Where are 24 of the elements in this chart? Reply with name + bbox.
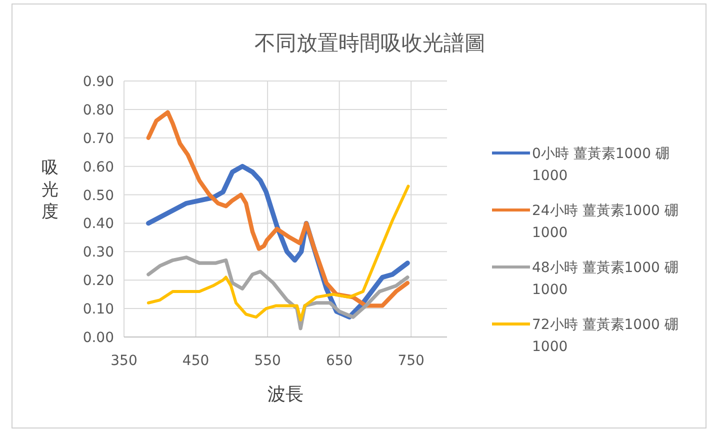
x-tick-label: 650 (326, 353, 353, 369)
legend-label: 48小時 薑黃素1000 硼 1000 (532, 260, 678, 298)
y-tick-label: 0.20 (82, 273, 114, 290)
legend-label: 72小時 薑黃素1000 硼 1000 (532, 317, 678, 355)
y-tick-label: 0.50 (82, 188, 114, 204)
y-tick-label: 0.30 (82, 244, 114, 261)
y-tick-label: 0.80 (82, 102, 114, 118)
y-tick-label: 0.00 (82, 330, 114, 346)
y-tick-label: 0.90 (82, 74, 114, 90)
x-tick-label: 350 (110, 353, 138, 369)
x-tick-label: 550 (254, 353, 281, 369)
x-axis-title: 波長 (268, 384, 304, 405)
y-tick-label: 0.70 (82, 130, 114, 147)
y-tick-label: 0.40 (82, 216, 114, 232)
y-tick-label: 0.10 (82, 302, 114, 318)
chart-title: 不同放置時間吸收光譜圖 (254, 31, 486, 55)
y-tick-label: 0.60 (82, 159, 114, 176)
y-axis-title: 吸光度 (42, 158, 58, 222)
line-series (146, 256, 410, 330)
line-series (146, 110, 410, 308)
legend-label: 24小時 薑黃素1000 硼 1000 (532, 203, 678, 241)
x-tick-label: 750 (398, 353, 424, 369)
x-tick-label: 450 (182, 353, 210, 369)
legend-label: 0小時 薑黃素1000 硼 1000 (532, 146, 670, 184)
